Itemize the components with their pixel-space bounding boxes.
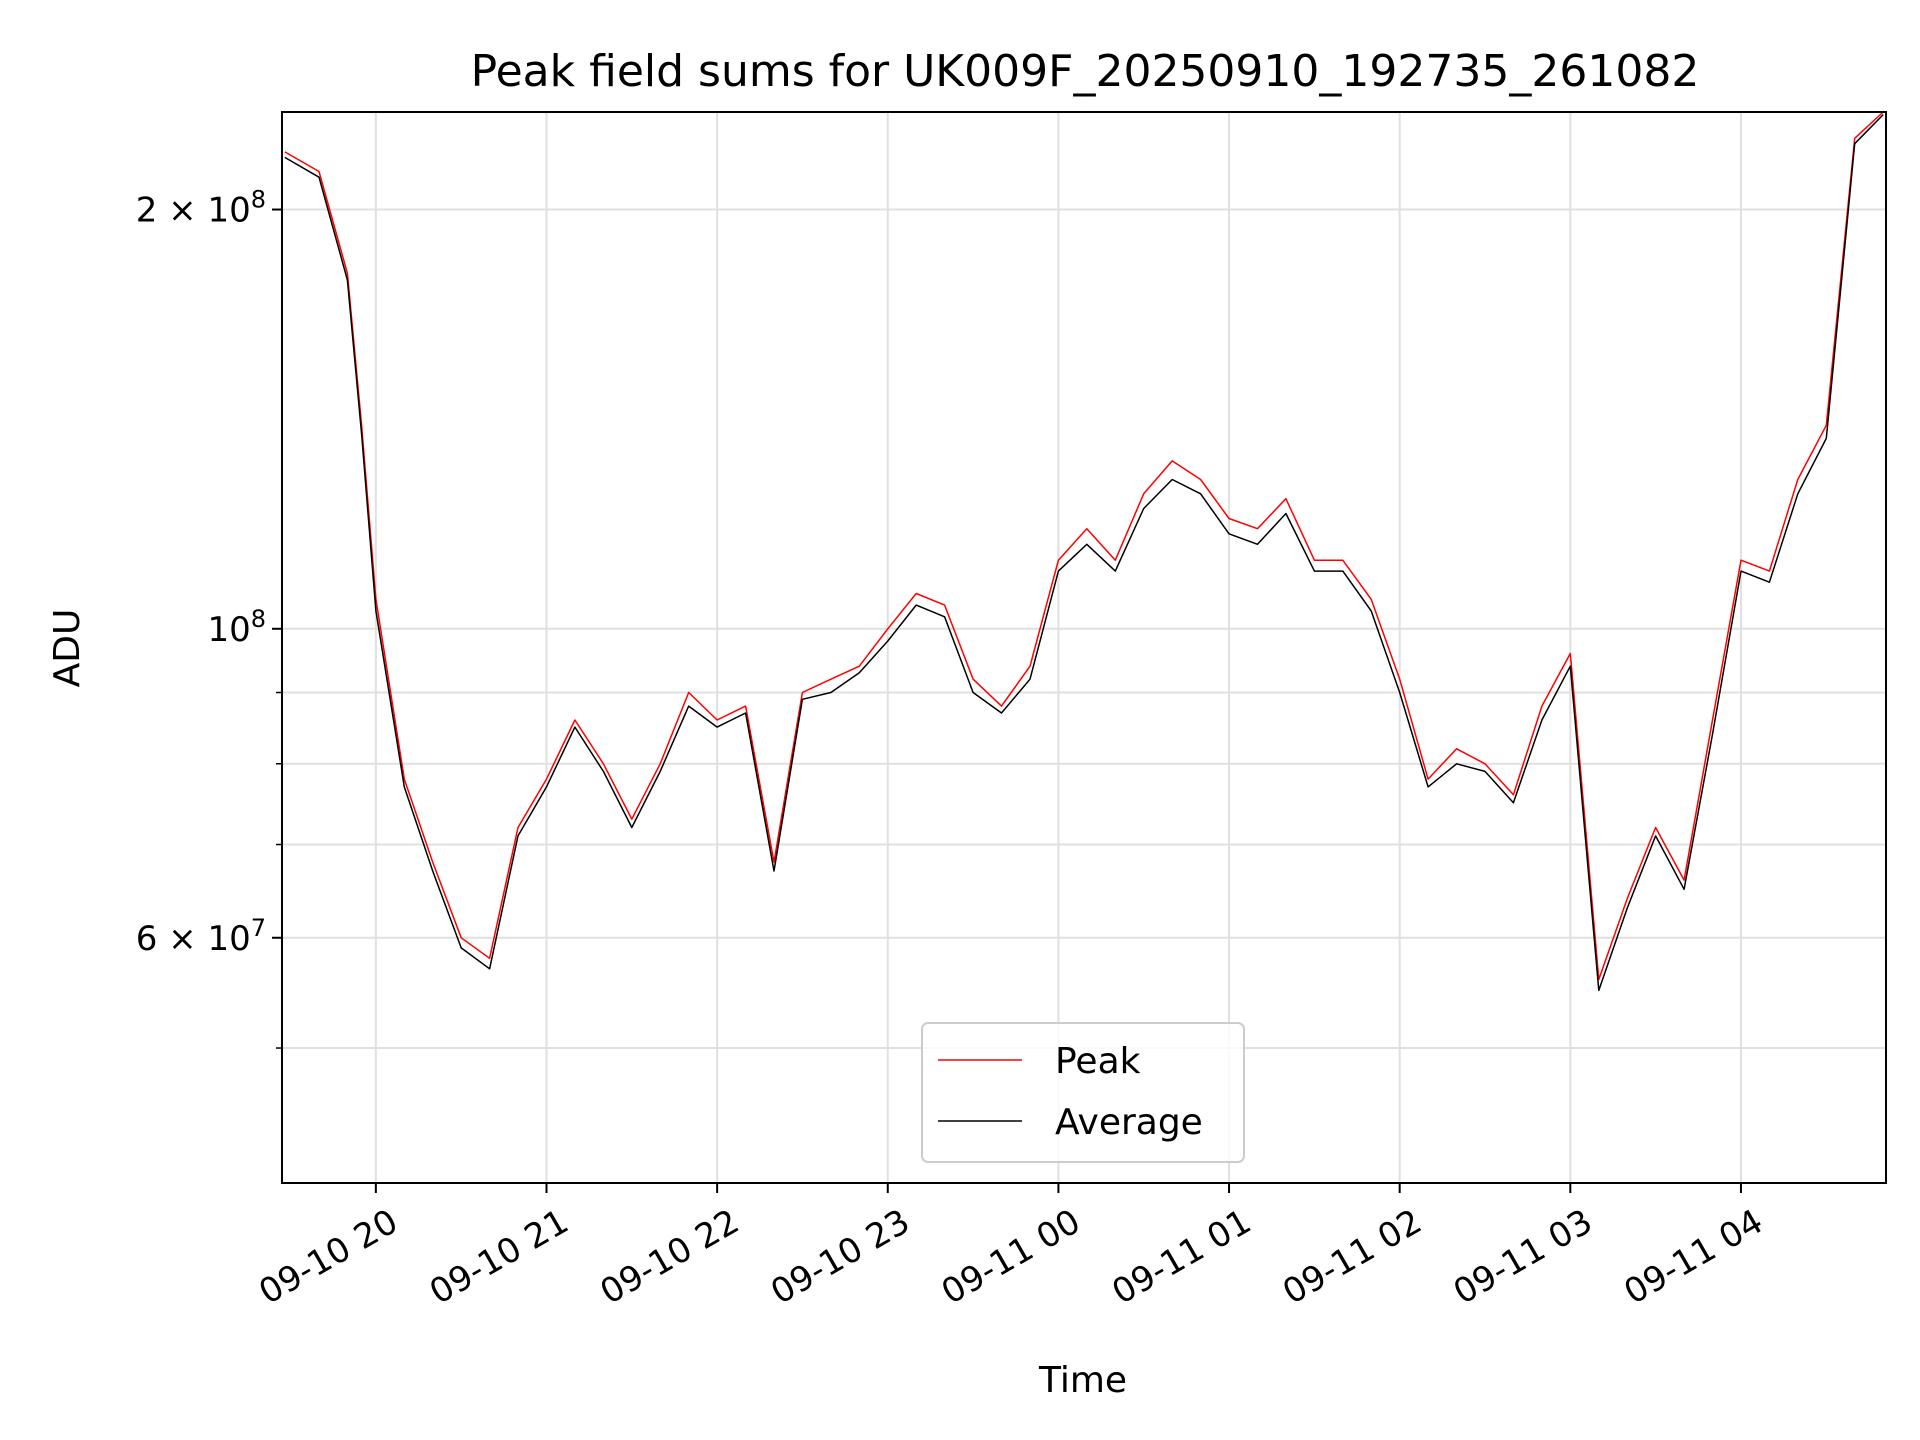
y-tick-label: 6 × 107: [136, 914, 266, 959]
series-lines: [284, 111, 1884, 992]
series-line-average: [284, 114, 1884, 992]
legend-label-average: Average: [1055, 1102, 1203, 1143]
y-tick-label: 2 × 108: [136, 186, 266, 231]
grid-lines: [282, 112, 1886, 1183]
y-axis-ticks: 2 × 108 108 6 × 107: [136, 186, 282, 1049]
legend-label-peak: Peak: [1055, 1041, 1141, 1082]
legend: Peak Average: [921, 1022, 1245, 1163]
plot-frame: [281, 111, 1887, 1184]
y-tick-label: 108: [207, 605, 266, 650]
x-axis-label: Time: [1038, 1360, 1127, 1401]
series-line-peak: [284, 111, 1884, 981]
y-axis-label: ADU: [47, 609, 88, 688]
legend-box: [921, 1022, 1245, 1163]
chart-title: Peak field sums for UK009F_20250910_1927…: [471, 46, 1700, 97]
